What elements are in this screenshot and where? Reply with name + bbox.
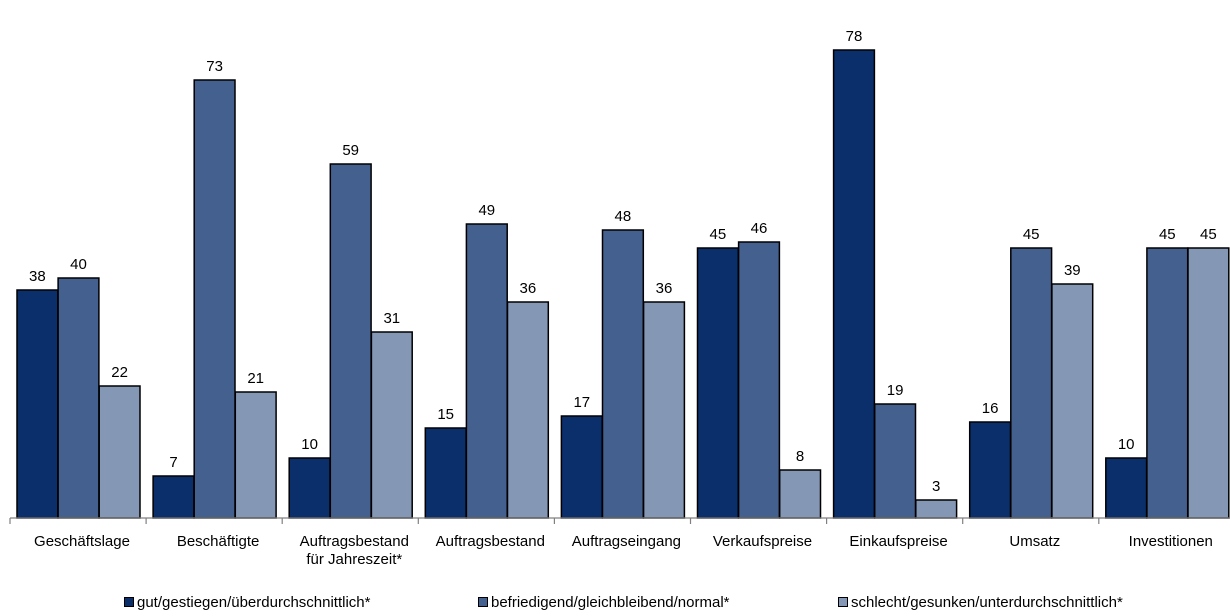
- bar-3-5: [642, 301, 686, 519]
- legend-label-series-1: gut/gestiegen/überdurchschnittlich*: [137, 594, 371, 611]
- data-label-1-9: 10: [1118, 436, 1135, 453]
- category-label-6: Verkaufspreise: [713, 533, 812, 550]
- bar-3-1: [98, 385, 141, 519]
- bar-1-4: [424, 427, 467, 519]
- legend-swatch-series-3: [838, 597, 848, 607]
- data-label-1-3: 10: [301, 436, 318, 453]
- category-label-9: Investitionen: [1129, 533, 1213, 550]
- data-label-3-1: 22: [111, 364, 128, 381]
- data-label-2-8: 45: [1023, 226, 1040, 243]
- data-label-2-2: 73: [206, 58, 223, 75]
- data-label-1-4: 15: [437, 406, 454, 423]
- data-label-2-3: 59: [342, 142, 359, 159]
- data-label-2-1: 40: [70, 256, 87, 273]
- legend-swatch-series-2: [478, 597, 488, 607]
- category-label-2: Beschäftigte: [177, 533, 260, 550]
- legend: gut/gestiegen/überdurchschnittlich* befr…: [0, 594, 1230, 614]
- legend-swatch-series-1: [124, 597, 134, 607]
- bar-2-8: [1010, 247, 1053, 519]
- data-label-3-7: 3: [932, 478, 940, 495]
- legend-item-series-1: gut/gestiegen/überdurchschnittlich*: [124, 594, 370, 612]
- bar-3-6: [778, 469, 822, 519]
- legend-label-series-3: schlecht/gesunken/unterdurchschnittlich*: [851, 594, 1123, 611]
- category-label-7: Einkaufspreise: [849, 533, 947, 550]
- category-label-1: Geschäftslage: [34, 533, 130, 550]
- category-label-8: Umsatz: [1009, 533, 1060, 550]
- data-label-2-5: 48: [615, 208, 632, 225]
- legend-item-series-3: schlecht/gesunken/unterdurchschnittlich*: [838, 594, 1123, 612]
- legend-label-series-2: befriedigend/gleichbleibend/normal*: [491, 594, 730, 611]
- bar-2-4: [465, 223, 508, 519]
- bar-1-5: [560, 415, 603, 519]
- data-label-3-3: 31: [383, 310, 400, 327]
- category-label-3: Auftragsbestand für Jahreszeit*: [300, 533, 409, 568]
- bar-1-9: [1105, 457, 1148, 519]
- data-label-3-6: 8: [796, 448, 804, 465]
- category-label-5: Auftragseingang: [572, 533, 681, 550]
- bar-3-7: [915, 499, 958, 519]
- bar-3-4: [506, 301, 550, 519]
- data-label-2-4: 49: [478, 202, 495, 219]
- bar-1-8: [968, 421, 1012, 519]
- bar-1-7: [832, 49, 876, 519]
- data-label-2-9: 45: [1159, 226, 1176, 243]
- data-label-3-5: 36: [656, 280, 673, 297]
- bar-2-9: [1146, 247, 1189, 519]
- bar-2-3: [329, 163, 372, 519]
- bar-2-5: [601, 229, 645, 519]
- bar-1-2: [152, 475, 195, 519]
- bar-1-1: [16, 289, 59, 519]
- data-label-1-5: 17: [573, 394, 590, 411]
- data-label-2-6: 46: [751, 220, 768, 237]
- category-label-4: Auftragsbestand: [436, 533, 545, 550]
- data-label-3-8: 39: [1064, 262, 1081, 279]
- bar-3-8: [1051, 283, 1094, 519]
- data-label-1-1: 38: [29, 268, 46, 285]
- data-label-1-2: 7: [169, 454, 177, 471]
- data-label-3-4: 36: [520, 280, 537, 297]
- data-label-1-7: 78: [846, 28, 863, 45]
- legend-item-series-2: befriedigend/gleichbleibend/normal*: [478, 594, 730, 612]
- data-label-1-8: 16: [982, 400, 999, 417]
- bar-3-9: [1187, 247, 1230, 519]
- bar-2-1: [57, 277, 100, 519]
- data-label-2-7: 19: [887, 382, 904, 399]
- data-label-1-6: 45: [710, 226, 727, 243]
- data-label-3-2: 21: [247, 370, 264, 387]
- bar-2-2: [193, 79, 236, 519]
- bar-3-3: [370, 331, 413, 519]
- bar-3-2: [234, 391, 277, 519]
- bar-2-6: [737, 241, 781, 519]
- bar-1-3: [288, 457, 331, 519]
- bar-1-6: [696, 247, 740, 519]
- bar-2-7: [873, 403, 917, 519]
- data-label-3-9: 45: [1200, 226, 1217, 243]
